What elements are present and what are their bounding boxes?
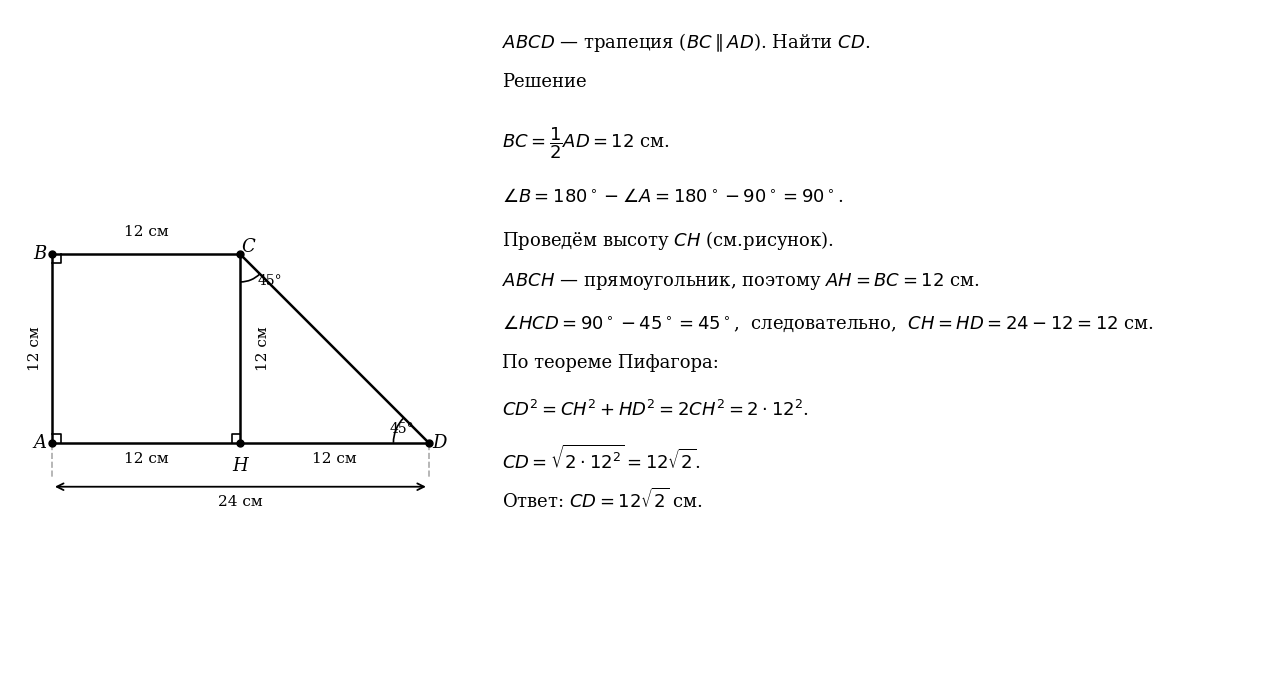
Text: Проведём высоту $CH$ (см.рисунок).: Проведём высоту $CH$ (см.рисунок).: [502, 229, 835, 252]
Text: A: A: [33, 434, 46, 452]
Text: Ответ: $CD = 12\sqrt{2}$ см.: Ответ: $CD = 12\sqrt{2}$ см.: [502, 488, 703, 512]
Text: D: D: [432, 434, 448, 452]
Text: 45°: 45°: [390, 422, 414, 436]
Text: 12 см: 12 см: [28, 327, 42, 371]
Text: 12 см: 12 см: [256, 327, 270, 371]
Text: 45°: 45°: [257, 274, 283, 288]
Text: B: B: [33, 245, 46, 263]
Text: C: C: [242, 238, 255, 256]
Text: H: H: [233, 457, 248, 475]
Text: По теореме Пифагора:: По теореме Пифагора:: [502, 354, 719, 373]
Text: 12 см: 12 см: [123, 224, 168, 239]
Text: 12 см: 12 см: [312, 452, 358, 466]
Text: $CD = \sqrt{2 \cdot 12^2} = 12\sqrt{2}$.: $CD = \sqrt{2 \cdot 12^2} = 12\sqrt{2}$.: [502, 445, 701, 473]
Text: $CD^2 = CH^2 + HD^2 = 2CH^2 = 2 \cdot 12^2$.: $CD^2 = CH^2 + HD^2 = 2CH^2 = 2 \cdot 12…: [502, 400, 809, 420]
Text: $ABCH$ — прямоугольник, поэтому $AH = BC = 12$ см.: $ABCH$ — прямоугольник, поэтому $AH = BC…: [502, 271, 980, 292]
Text: 12 см: 12 см: [123, 452, 168, 466]
Text: $\angle HCD = 90^\circ - 45^\circ = 45^\circ$,  следовательно,  $CH = HD = 24 - : $\angle HCD = 90^\circ - 45^\circ = 45^\…: [502, 314, 1154, 334]
Text: Решение: Решение: [502, 73, 586, 91]
Text: $\angle B = 180^\circ - \angle A = 180^\circ - 90^\circ = 90^\circ$.: $\angle B = 180^\circ - \angle A = 180^\…: [502, 188, 844, 206]
Text: 24 см: 24 см: [219, 495, 262, 509]
Text: $BC = \dfrac{1}{2} AD = 12$ см.: $BC = \dfrac{1}{2} AD = 12$ см.: [502, 125, 670, 161]
Text: $ABCD$ — трапеция ($BC \parallel AD$). Найти $CD$.: $ABCD$ — трапеция ($BC \parallel AD$). Н…: [502, 31, 871, 54]
